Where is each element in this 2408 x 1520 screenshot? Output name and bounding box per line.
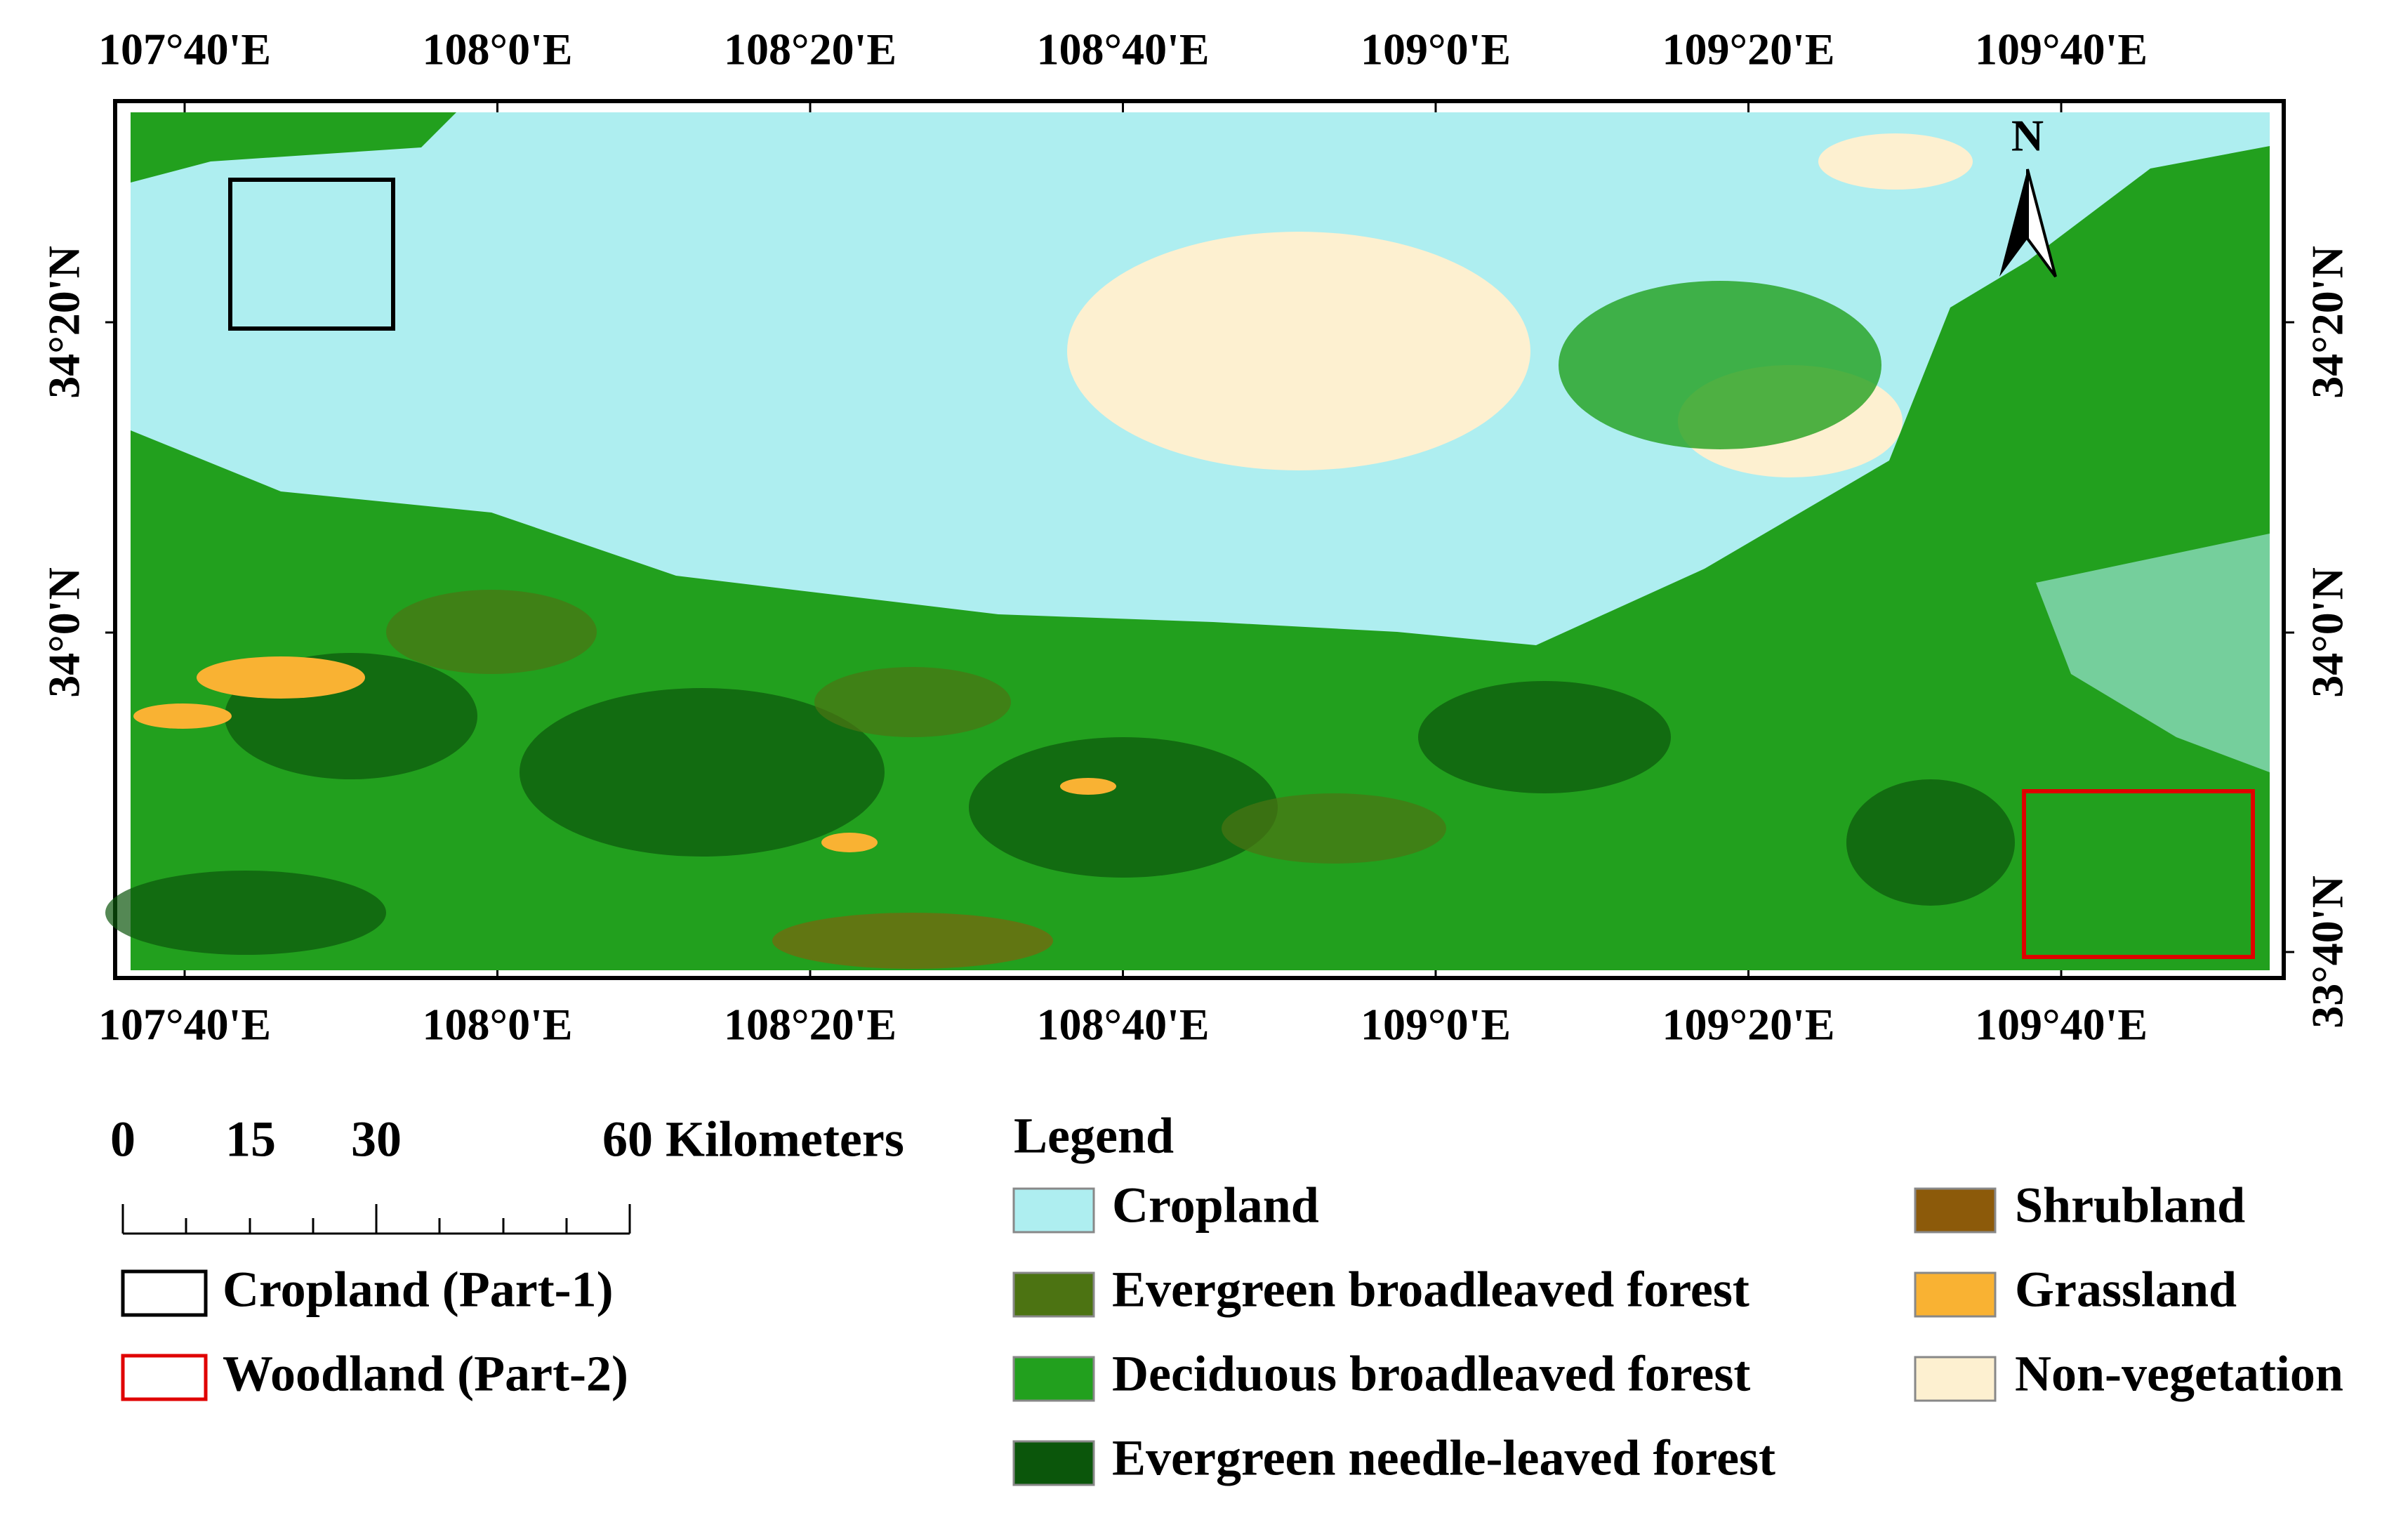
broadleaf-evergreen-patch: [1222, 793, 1446, 864]
legend-swatch: [1914, 1271, 1997, 1318]
legend-label: Grassland: [2015, 1262, 2237, 1318]
legend-swatch: [1012, 1271, 1095, 1318]
legend-label: Deciduous broadleaved forest: [1112, 1346, 1750, 1402]
needle-forest-patch: [520, 688, 885, 857]
top-axis-label: 108°20'E: [724, 25, 897, 74]
legend-swatch: [1914, 1356, 1997, 1402]
forest-area: [131, 112, 456, 183]
needle-forest-patch: [1846, 779, 2015, 906]
box-legend-swatch: [121, 1354, 208, 1401]
box-legend-swatch: [121, 1269, 208, 1317]
scale-bar: [121, 1204, 631, 1235]
legend-label: Non-vegetation: [2015, 1346, 2343, 1402]
grassland-patch: [1060, 778, 1116, 795]
legend-label: Evergreen broadleaved forest: [1112, 1262, 1749, 1318]
legend-swatch: [1012, 1187, 1095, 1234]
north-arrow: [1999, 169, 2027, 277]
scale-label: 0: [110, 1111, 135, 1168]
right-axis-label: 34°0'N: [2303, 567, 2353, 698]
grassland-patch: [821, 833, 878, 852]
needle-forest-patch: [105, 871, 386, 955]
legend-swatch: [1012, 1440, 1095, 1486]
bottom-axis-label: 108°20'E: [724, 1000, 897, 1050]
bottom-axis-label: 108°40'E: [1036, 1000, 1209, 1050]
box-legend-label: Woodland (Part-2): [223, 1346, 628, 1402]
bottom-axis-label: 109°40'E: [1975, 1000, 2148, 1050]
top-axis-label: 108°0'E: [422, 25, 572, 74]
top-axis-label: 109°0'E: [1361, 25, 1511, 74]
bottom-axis-label: 108°0'E: [422, 1000, 572, 1050]
legend-title: Legend: [1014, 1108, 1174, 1164]
box-legend-label: Cropland (Part-1): [223, 1262, 614, 1318]
right-axis-label: 34°20'N: [2303, 246, 2353, 399]
study-box: [228, 178, 395, 331]
scale-label: 15: [225, 1111, 276, 1168]
scale-label: 30: [351, 1111, 402, 1168]
study-box: [2022, 789, 2255, 959]
north-label: N: [2011, 111, 2044, 161]
bottom-axis-label: 107°40'E: [98, 1000, 271, 1050]
legend-swatch: [1914, 1187, 1997, 1234]
left-axis-label: 34°0'N: [39, 567, 89, 698]
north-arrow: [2026, 168, 2057, 278]
shrubland-patch: [772, 913, 1053, 969]
bottom-axis-label: 109°20'E: [1662, 1000, 1834, 1050]
needle-forest-patch: [969, 737, 1278, 878]
bottom-axis-label: 109°0'E: [1361, 1000, 1511, 1050]
grassland-patch: [133, 703, 232, 729]
legend-label: Shrubland: [2015, 1177, 2245, 1234]
broadleaf-evergreen-patch: [814, 667, 1011, 737]
top-axis-label: 109°40'E: [1975, 25, 2148, 74]
broadleaf-evergreen-patch: [386, 590, 597, 674]
right-axis-label: 33°40'N: [2303, 875, 2353, 1029]
non-vegetation-area: [1818, 133, 1973, 190]
left-axis-label: 34°20'N: [39, 246, 89, 399]
forest-patch: [1559, 281, 1881, 449]
legend-label: Evergreen needle-leaved forest: [1112, 1430, 1775, 1486]
needle-forest-patch: [1418, 681, 1671, 793]
legend-label: Cropland: [1112, 1177, 1319, 1234]
top-axis-label: 107°40'E: [98, 25, 271, 74]
non-vegetation-area: [1067, 232, 1530, 470]
scale-label: 60 Kilometers: [602, 1111, 904, 1168]
land-cover-map: [105, 112, 2270, 970]
legend-swatch: [1012, 1356, 1095, 1402]
cropland-area: [2036, 534, 2270, 772]
top-axis-label: 108°40'E: [1036, 25, 1209, 74]
top-axis-label: 109°20'E: [1662, 25, 1834, 74]
grassland-patch: [197, 656, 365, 699]
